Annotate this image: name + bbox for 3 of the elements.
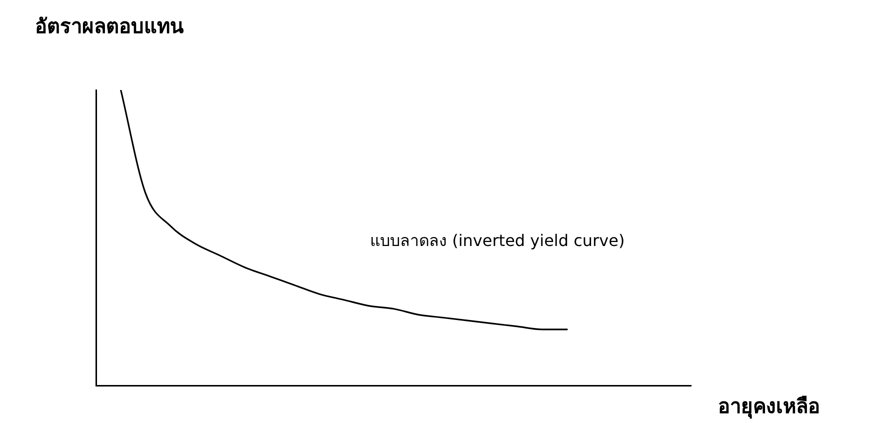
annotation: แบบลาดลง (inverted yield curve) [370,230,625,252]
x-axis-title: อายุคงเหลือ [718,393,820,421]
y-axis-title: อัตราผลตอบแทน [35,13,184,40]
